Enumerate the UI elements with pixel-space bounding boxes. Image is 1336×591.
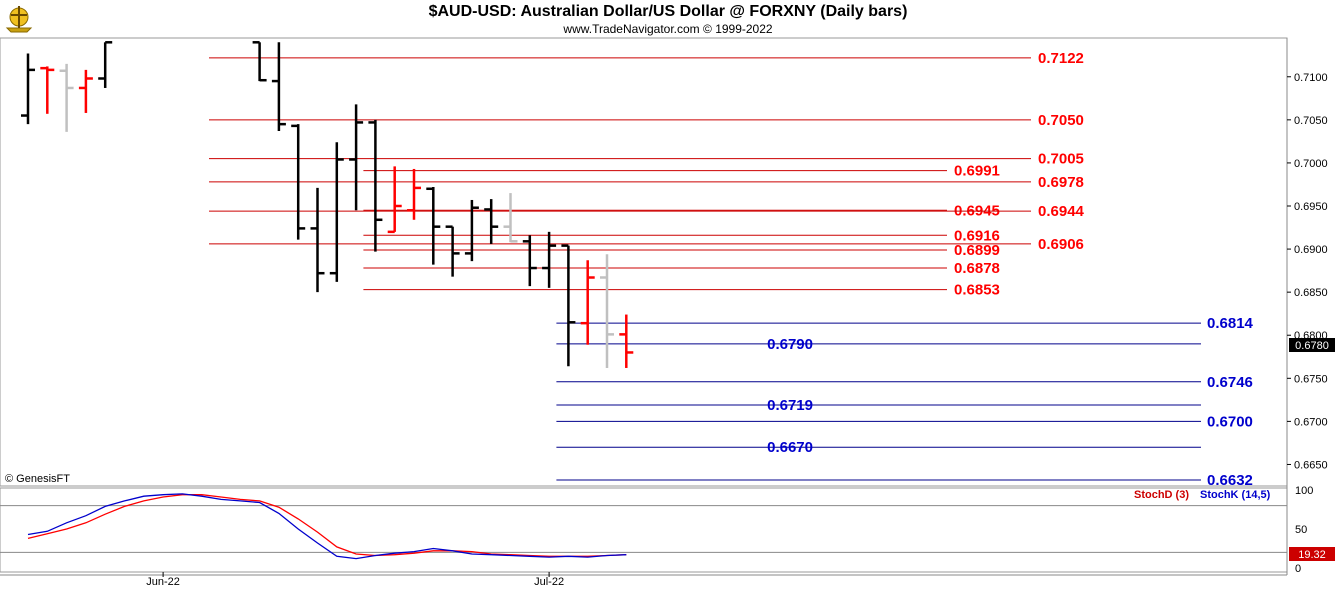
chart-header: $AUD-USD: Australian Dollar/US Dollar @ … (0, 0, 1336, 38)
ohlc-bar (271, 42, 286, 132)
ohlc-bar (503, 193, 518, 243)
date-tick-label: Jul-22 (534, 576, 564, 588)
ohlc-bar (426, 187, 441, 265)
level-label-0.6719: 0.6719 (767, 397, 813, 414)
level-label-0.7005: 0.7005 (1038, 151, 1084, 168)
level-label-0.6632: 0.6632 (1207, 472, 1253, 489)
last-stoch-label: 19.32 (1298, 549, 1326, 561)
ohlc-bar (349, 104, 364, 211)
ohlc-bar (522, 235, 537, 287)
ohlc-bar (310, 187, 325, 293)
ohlc-bar (368, 119, 383, 252)
level-label-0.6746: 0.6746 (1207, 374, 1253, 391)
level-label-0.6991: 0.6991 (954, 163, 1000, 180)
ohlc-bar (59, 63, 74, 132)
ohlc-bar (40, 66, 55, 114)
bars-layer (21, 41, 634, 368)
stoch-tick-label: 0 (1295, 563, 1301, 575)
price-axis: 0.71000.70500.70000.69500.69000.68500.68… (1287, 72, 1328, 471)
chart-subtitle: www.TradeNavigator.com © 1999-2022 (563, 22, 773, 36)
ohlc-bar (445, 225, 460, 277)
price-tick-label: 0.7000 (1294, 158, 1328, 170)
level-label-0.6670: 0.6670 (767, 439, 813, 456)
stochastic-layer: 100 50 0 (0, 485, 1313, 575)
date-tick-label: Jun-22 (146, 576, 180, 588)
ohlc-bar (561, 244, 576, 367)
legend-stochd: StochD (3) (1134, 489, 1189, 501)
level-label-0.7050: 0.7050 (1038, 112, 1084, 129)
price-tick-label: 0.6650 (1294, 459, 1328, 471)
last-stoch-marker: 19.32 (1289, 547, 1335, 561)
stoch-tick-label: 50 (1295, 524, 1307, 536)
price-tick-label: 0.6950 (1294, 201, 1328, 213)
ohlc-bar (464, 199, 479, 262)
ohlc-bar (387, 166, 402, 234)
ohlc-bar (407, 168, 421, 220)
price-panel (0, 37, 1288, 487)
last-price-label: 0.6780 (1295, 340, 1329, 352)
level-label-0.6978: 0.6978 (1038, 174, 1084, 191)
level-label-0.6853: 0.6853 (954, 282, 1000, 299)
level-label-0.6899: 0.6899 (954, 242, 1000, 259)
ohlc-bar (252, 41, 267, 82)
tradenavigator-logo-icon (2, 2, 36, 34)
level-label-0.6906: 0.6906 (1038, 236, 1084, 253)
price-tick-label: 0.7100 (1294, 72, 1328, 84)
chart-title: $AUD-USD: Australian Dollar/US Dollar @ … (428, 3, 908, 20)
price-tick-label: 0.7050 (1294, 115, 1328, 127)
ohlc-bar (291, 124, 306, 240)
level-label-0.6944: 0.6944 (1038, 203, 1085, 220)
stoch-line-StochK (14,5) (27, 493, 627, 560)
legend-stochk: StochK (14,5) (1200, 489, 1271, 501)
stoch-line-StochD (3) (27, 494, 627, 557)
level-label-0.6814: 0.6814 (1207, 315, 1254, 332)
ohlc-bar (484, 199, 499, 244)
ohlc-bar (580, 260, 595, 345)
level-label-0.6916: 0.6916 (954, 227, 1000, 244)
price-tick-label: 0.6850 (1294, 287, 1328, 299)
ohlc-bar (98, 41, 113, 88)
price-tick-label: 0.6900 (1294, 244, 1328, 256)
level-label-0.7122: 0.7122 (1038, 50, 1084, 67)
ohlc-bar (600, 254, 614, 368)
last-price-marker: 0.6780 (1289, 338, 1335, 352)
data-credit: © GenesisFT (5, 473, 70, 485)
date-axis: Jun-22 Jul-22 (0, 572, 1287, 588)
ohlc-bar (329, 142, 344, 282)
ohlc-bar (21, 53, 35, 125)
level-label-0.6878: 0.6878 (954, 260, 1000, 277)
price-tick-label: 0.6700 (1294, 416, 1328, 428)
ohlc-bar (78, 69, 93, 113)
ohlc-bar (542, 231, 557, 288)
stochastic-panel (0, 487, 1288, 573)
stoch-tick-label: 100 (1295, 485, 1313, 497)
level-label-0.6700: 0.6700 (1207, 413, 1253, 430)
level-label-0.6790: 0.6790 (767, 336, 813, 353)
stochastic-legend: StochD (3) StochK (14,5) (1134, 489, 1271, 501)
ohlc-bar (619, 314, 634, 368)
price-tick-label: 0.6750 (1294, 373, 1328, 385)
